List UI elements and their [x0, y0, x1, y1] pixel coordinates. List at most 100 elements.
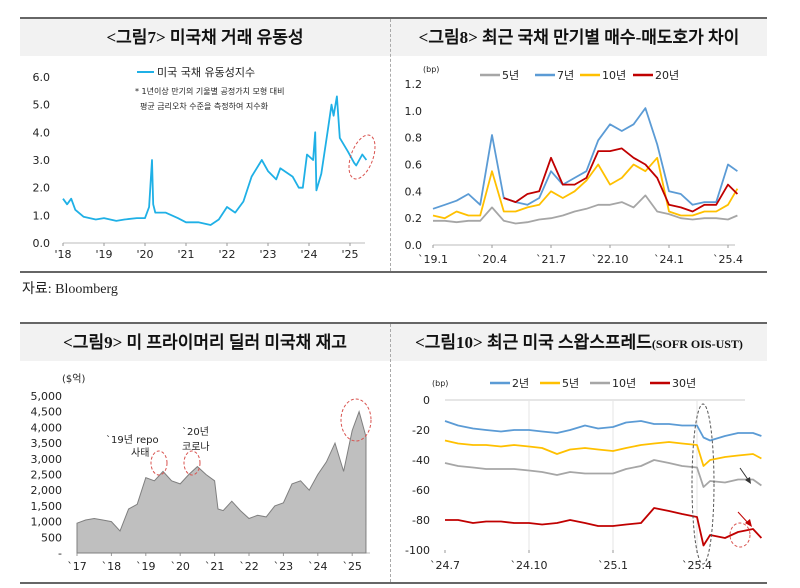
- y-tick-label: 0.4: [405, 185, 423, 198]
- legend-label: 30년: [672, 377, 696, 390]
- y-tick-label: 2.0: [33, 182, 51, 195]
- y-tick-label: 0.0: [33, 237, 51, 250]
- column-divider-top: [390, 19, 391, 271]
- unit-label: (bp): [423, 65, 439, 74]
- highlight-circle-recent: [729, 522, 751, 548]
- x-tick-label: `25.1: [598, 559, 628, 572]
- highlight-circle-2020: [183, 450, 201, 476]
- annotation-covid: `20년: [182, 426, 209, 438]
- fig8-title: <그림8> 최근 국채 만기별 매수-매도호가 차이: [418, 28, 740, 47]
- legend-label: 5년: [502, 69, 519, 82]
- y-tick-label: 6.0: [33, 71, 51, 84]
- y-tick-label: -: [58, 547, 62, 560]
- fig10-title-suffix: (SOFR OIS-UST): [651, 337, 743, 351]
- y-tick-label: 0.6: [405, 159, 423, 172]
- x-tick-label: '22: [218, 248, 235, 261]
- line-series-30년: [445, 507, 763, 547]
- fig10-title-main: <그림10> 최근 미국 스왑스프레드: [415, 333, 652, 352]
- y-tick-label: 0.2: [405, 212, 423, 225]
- title-band-top: [20, 19, 767, 56]
- y-tick-label: 0.0: [405, 239, 423, 252]
- y-tick-label: 5.0: [33, 99, 51, 112]
- y-tick-label: 0.8: [405, 132, 423, 145]
- x-tick-label: `23: [274, 560, 294, 573]
- line-series-2년: [444, 420, 762, 442]
- note-line-2: 평균 금리오차 수준을 측정하여 지수화: [140, 101, 269, 111]
- x-tick-label: `21.7: [536, 253, 566, 266]
- top-rule-2: [20, 322, 767, 324]
- legend-label: 10년: [602, 69, 626, 82]
- x-tick-label: `24.10: [511, 559, 548, 572]
- highlight-circle: [348, 134, 376, 180]
- y-tick-label: -40: [412, 454, 430, 467]
- unit-label: ($억): [62, 373, 85, 385]
- note-line-1: * 1년이상 만기의 기울별 공정가치 모형 대비: [135, 86, 284, 96]
- legend-label: 2년: [512, 377, 529, 390]
- x-tick-label: `25.4: [682, 559, 712, 572]
- line-series-5년: [433, 194, 738, 225]
- y-tick-label: 500: [41, 531, 62, 544]
- y-tick-label: 3,500: [31, 437, 63, 450]
- x-tick-label: `24.7: [430, 559, 460, 572]
- y-tick-label: 2,000: [31, 484, 63, 497]
- x-tick-label: '19: [95, 248, 112, 261]
- x-tick-label: `24.1: [654, 253, 684, 266]
- legend-label: 20년: [655, 69, 679, 82]
- fig8-chart: (bp) 0.0 0.2 0.4 0.6 0.8 1.0 1.2 `19.1 `20.4 `21.…: [405, 65, 744, 266]
- fig9-title: <그림9> 미 프라이머리 딜러 미국채 재고: [63, 333, 347, 352]
- line-series-7년: [432, 107, 738, 210]
- highlight-ellipse-april: [691, 403, 715, 565]
- fig7-chart: 0.0 1.0 2.0 3.0 4.0 5.0 6.0 '18 '19 '20 '21 '22 '23 '…: [33, 66, 376, 261]
- x-tick-label: `20: [170, 560, 190, 573]
- legend-label: 미국 국채 유동성지수: [157, 66, 255, 79]
- fig7-title: <그림7> 미국채 거래 유동성: [106, 28, 304, 47]
- source-note: 자료: Bloomberg: [22, 282, 118, 297]
- x-tick-label: '25: [341, 248, 358, 261]
- y-tick-label: 1.2: [405, 78, 423, 91]
- x-tick-label: `20.4: [477, 253, 507, 266]
- y-tick-label: 0: [423, 394, 430, 407]
- area-series: [76, 410, 367, 554]
- y-tick-label: 4,500: [31, 406, 63, 419]
- x-tick-label: '18: [54, 248, 71, 261]
- arrowhead-icon-red: [745, 519, 752, 527]
- y-tick-label: 1,500: [31, 500, 63, 513]
- y-tick-label: -100: [405, 544, 430, 557]
- top-rule: [20, 17, 767, 19]
- x-tick-label: '20: [136, 248, 153, 261]
- y-tick-label: 2,500: [31, 469, 63, 482]
- bottom-rule-2: [20, 582, 767, 584]
- legend-label: 10년: [612, 377, 636, 390]
- y-tick-label: 5,000: [31, 390, 63, 403]
- y-tick-label: 1.0: [405, 105, 423, 118]
- x-tick-label: '23: [259, 248, 276, 261]
- y-tick-label: 3,000: [31, 453, 63, 466]
- y-tick-label: 3.0: [33, 154, 51, 167]
- annotation-covid-2: 코로나: [182, 441, 210, 453]
- x-tick-label: `25.4: [713, 253, 743, 266]
- x-tick-label: `19: [136, 560, 156, 573]
- fig10-title: <그림10> 최근 미국 스왑스프레드(SOFR OIS-UST): [391, 324, 767, 361]
- arrowhead-icon-gray: [745, 477, 751, 484]
- x-tick-label: `25: [342, 560, 362, 573]
- fig10-chart: (bp) -100 -80 -60 -40 -20 0 `24.7 `24.10 `25.1 `2…: [405, 377, 763, 572]
- y-tick-label: 1.0: [33, 209, 51, 222]
- x-tick-label: `17: [67, 560, 87, 573]
- x-tick-label: `22.10: [592, 253, 629, 266]
- fig9-chart: ($억) - 500 1,000 1,500 2,000 2,500 3,000 3,500 4…: [31, 373, 372, 573]
- y-tick-label: -80: [412, 514, 430, 527]
- column-divider-bottom: [390, 324, 391, 582]
- y-tick-label: 4,000: [31, 421, 63, 434]
- x-tick-label: `19.1: [418, 253, 448, 266]
- y-tick-label: -20: [412, 424, 430, 437]
- unit-label: (bp): [432, 379, 448, 388]
- legend-label: 5년: [562, 377, 579, 390]
- highlight-circle-2025: [340, 398, 372, 442]
- y-tick-label: 4.0: [33, 126, 51, 139]
- x-tick-label: '21: [177, 248, 194, 261]
- x-tick-label: '24: [300, 248, 317, 261]
- x-tick-label: `22: [239, 560, 259, 573]
- annotation-repo-2: 사태: [131, 447, 149, 459]
- legend-label: 7년: [557, 69, 574, 82]
- highlight-circle-2019: [150, 450, 168, 476]
